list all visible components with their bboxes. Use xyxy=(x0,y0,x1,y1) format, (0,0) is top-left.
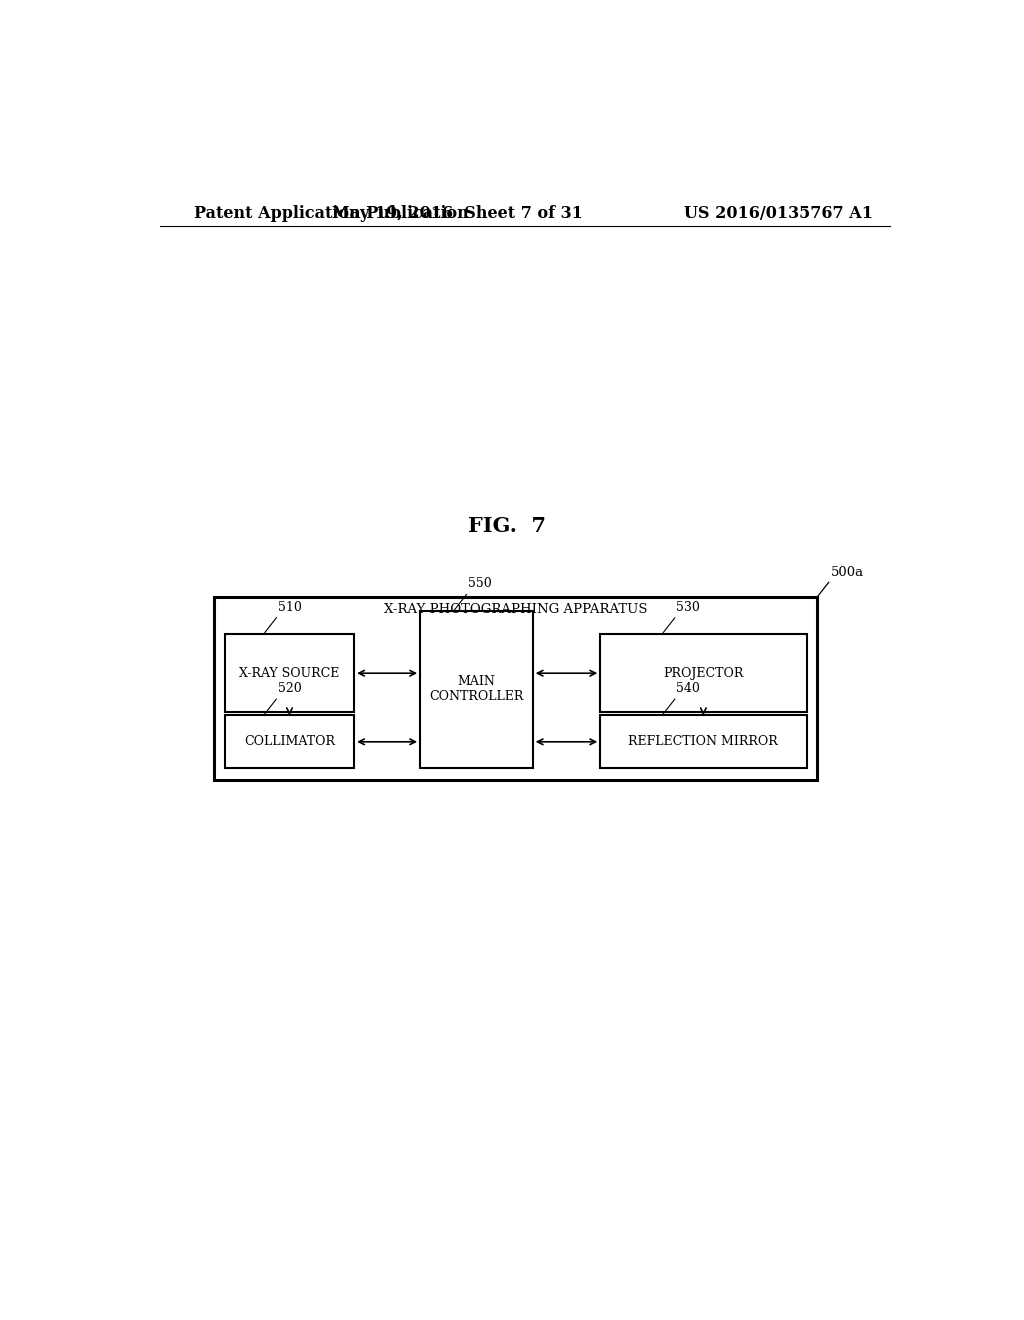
Text: May 19, 2016  Sheet 7 of 31: May 19, 2016 Sheet 7 of 31 xyxy=(332,206,583,222)
Bar xyxy=(600,715,807,768)
Text: 500a: 500a xyxy=(831,566,864,579)
Text: X-RAY PHOTOGRAPHING APPARATUS: X-RAY PHOTOGRAPHING APPARATUS xyxy=(384,603,647,616)
Text: Patent Application Publication: Patent Application Publication xyxy=(194,206,469,222)
Text: 520: 520 xyxy=(278,682,302,696)
Text: X-RAY SOURCE: X-RAY SOURCE xyxy=(240,667,340,680)
Text: PROJECTOR: PROJECTOR xyxy=(664,667,743,680)
Bar xyxy=(420,611,532,768)
Bar xyxy=(600,634,807,713)
Text: MAIN
CONTROLLER: MAIN CONTROLLER xyxy=(429,676,523,704)
Bar xyxy=(225,715,354,768)
Text: REFLECTION MIRROR: REFLECTION MIRROR xyxy=(629,735,778,748)
Text: US 2016/0135767 A1: US 2016/0135767 A1 xyxy=(684,206,873,222)
Text: 530: 530 xyxy=(677,601,700,614)
Text: FIG.  7: FIG. 7 xyxy=(468,516,547,536)
Bar xyxy=(225,634,354,713)
Text: 540: 540 xyxy=(677,682,700,696)
Text: 510: 510 xyxy=(278,601,302,614)
Text: 550: 550 xyxy=(468,577,492,590)
Text: COLLIMATOR: COLLIMATOR xyxy=(244,735,335,748)
Bar xyxy=(214,598,817,780)
